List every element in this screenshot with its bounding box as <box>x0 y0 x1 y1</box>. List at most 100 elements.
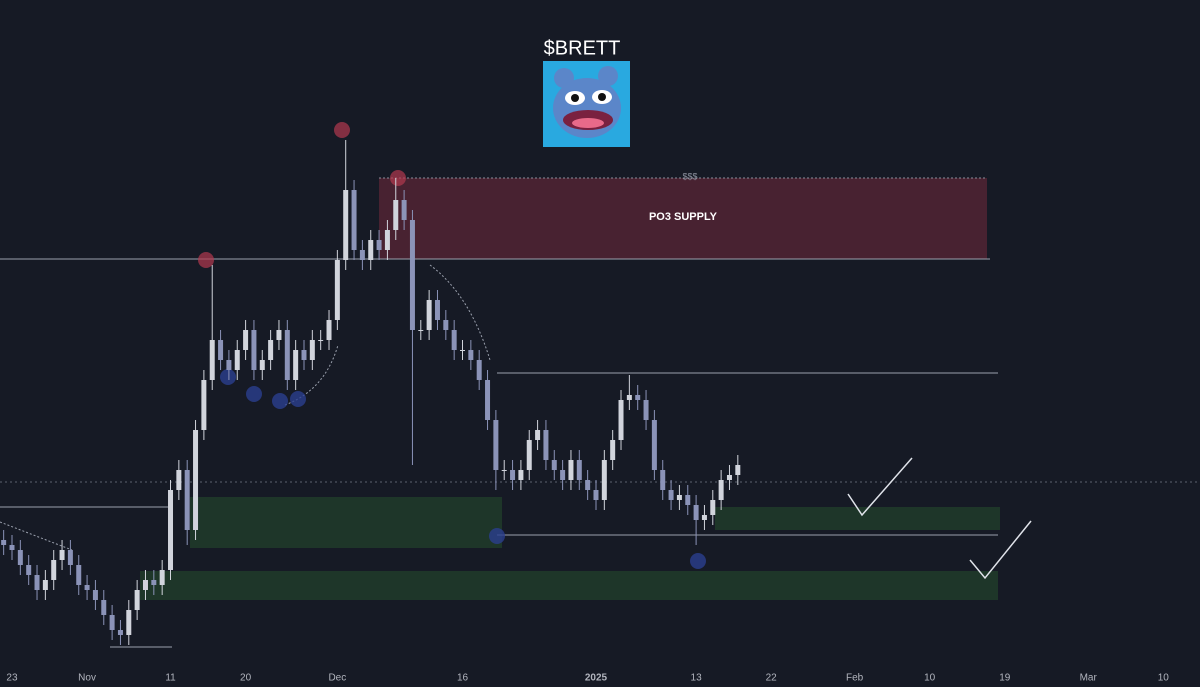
candle-body <box>543 430 549 460</box>
candle-body <box>359 250 365 260</box>
candle-body <box>368 240 374 260</box>
candle-body <box>34 575 40 590</box>
candle-body <box>626 395 632 400</box>
swing-high <box>390 170 406 186</box>
candle-body <box>26 565 32 575</box>
candle-body <box>318 340 324 341</box>
candle-body <box>493 420 499 470</box>
candle-body <box>635 395 641 400</box>
candle-body <box>384 230 390 250</box>
candle-body <box>193 430 199 530</box>
candle-body <box>560 470 566 480</box>
demand-zone <box>140 571 998 600</box>
supply-zone <box>379 178 987 259</box>
candle-body <box>51 560 57 580</box>
zone-label: PO3 SUPPLY <box>649 211 718 223</box>
candle-body <box>42 580 48 590</box>
x-tick-label: Nov <box>78 673 96 684</box>
swing-high <box>334 122 350 138</box>
candle-body <box>593 490 599 500</box>
candle-body <box>685 495 691 505</box>
x-tick-label: 20 <box>240 673 252 684</box>
candle-body <box>117 630 123 635</box>
candle-body <box>601 460 607 500</box>
candle-body <box>643 400 649 420</box>
swing-low <box>220 369 236 385</box>
x-tick-label: Mar <box>1080 673 1098 684</box>
candle-body <box>76 565 82 585</box>
candle-body <box>726 475 732 480</box>
candle-body <box>67 550 73 565</box>
candle-body <box>218 340 224 360</box>
x-tick-label: 23 <box>6 673 18 684</box>
candle-body <box>701 515 707 520</box>
candle-body <box>301 350 307 360</box>
x-tick-label: Dec <box>328 673 346 684</box>
candle-body <box>710 500 716 515</box>
candle-body <box>209 340 215 380</box>
swing-low <box>246 386 262 402</box>
candle-body <box>284 330 290 380</box>
candle-body <box>126 610 132 635</box>
candle-body <box>9 545 15 550</box>
candle-body <box>568 460 574 480</box>
trend-line <box>0 521 73 551</box>
x-tick-label: 22 <box>766 673 778 684</box>
candle-body <box>660 470 666 490</box>
candle-body <box>226 360 232 370</box>
candle-body <box>334 260 340 320</box>
candle-body <box>351 190 357 250</box>
candle-body <box>434 300 440 320</box>
swing-low <box>272 393 288 409</box>
demand-zone <box>190 497 502 548</box>
candle-body <box>326 320 332 340</box>
candle-body <box>376 240 382 250</box>
candle-body <box>460 350 466 351</box>
swing-low <box>489 528 505 544</box>
checkmark <box>969 520 1032 580</box>
candle-body <box>243 330 249 350</box>
candle-body <box>84 585 90 590</box>
candle-body <box>451 330 457 350</box>
candle-body <box>718 480 724 500</box>
x-tick-label: 19 <box>999 673 1011 684</box>
candle-body <box>109 615 115 630</box>
candle-body <box>510 470 516 480</box>
candle-body <box>585 480 591 490</box>
candle-body <box>468 350 474 360</box>
candle-body <box>309 340 315 360</box>
candle-body <box>610 440 616 460</box>
candle-body <box>343 190 349 260</box>
candle-body <box>151 580 157 585</box>
candle-body <box>59 550 65 560</box>
swing-low <box>690 553 706 569</box>
candle-body <box>551 460 557 470</box>
x-tick-label: 10 <box>924 673 936 684</box>
liquidity-label: $$$ <box>682 171 697 181</box>
candle-body <box>142 580 148 590</box>
checkmark <box>847 457 913 517</box>
candle-body <box>276 330 282 340</box>
candle-body <box>518 470 524 480</box>
candle-body <box>535 430 541 440</box>
x-tick-label: Feb <box>846 673 864 684</box>
swing-low <box>290 391 306 407</box>
candle-body <box>618 400 624 440</box>
candle-body <box>443 320 449 330</box>
candle-body <box>293 350 299 380</box>
candle-body <box>159 570 165 585</box>
x-tick-label: 10 <box>1158 673 1170 684</box>
candle-body <box>676 495 682 500</box>
x-tick-label: 2025 <box>585 673 608 684</box>
candle-body <box>134 590 140 610</box>
candle-body <box>393 200 399 230</box>
candle-body <box>92 590 98 600</box>
candle-body <box>668 490 674 500</box>
candle-body <box>485 380 491 420</box>
candle-body <box>501 470 507 471</box>
candle-body <box>1 540 7 545</box>
x-tick-label: 16 <box>457 673 469 684</box>
candle-body <box>201 380 207 430</box>
